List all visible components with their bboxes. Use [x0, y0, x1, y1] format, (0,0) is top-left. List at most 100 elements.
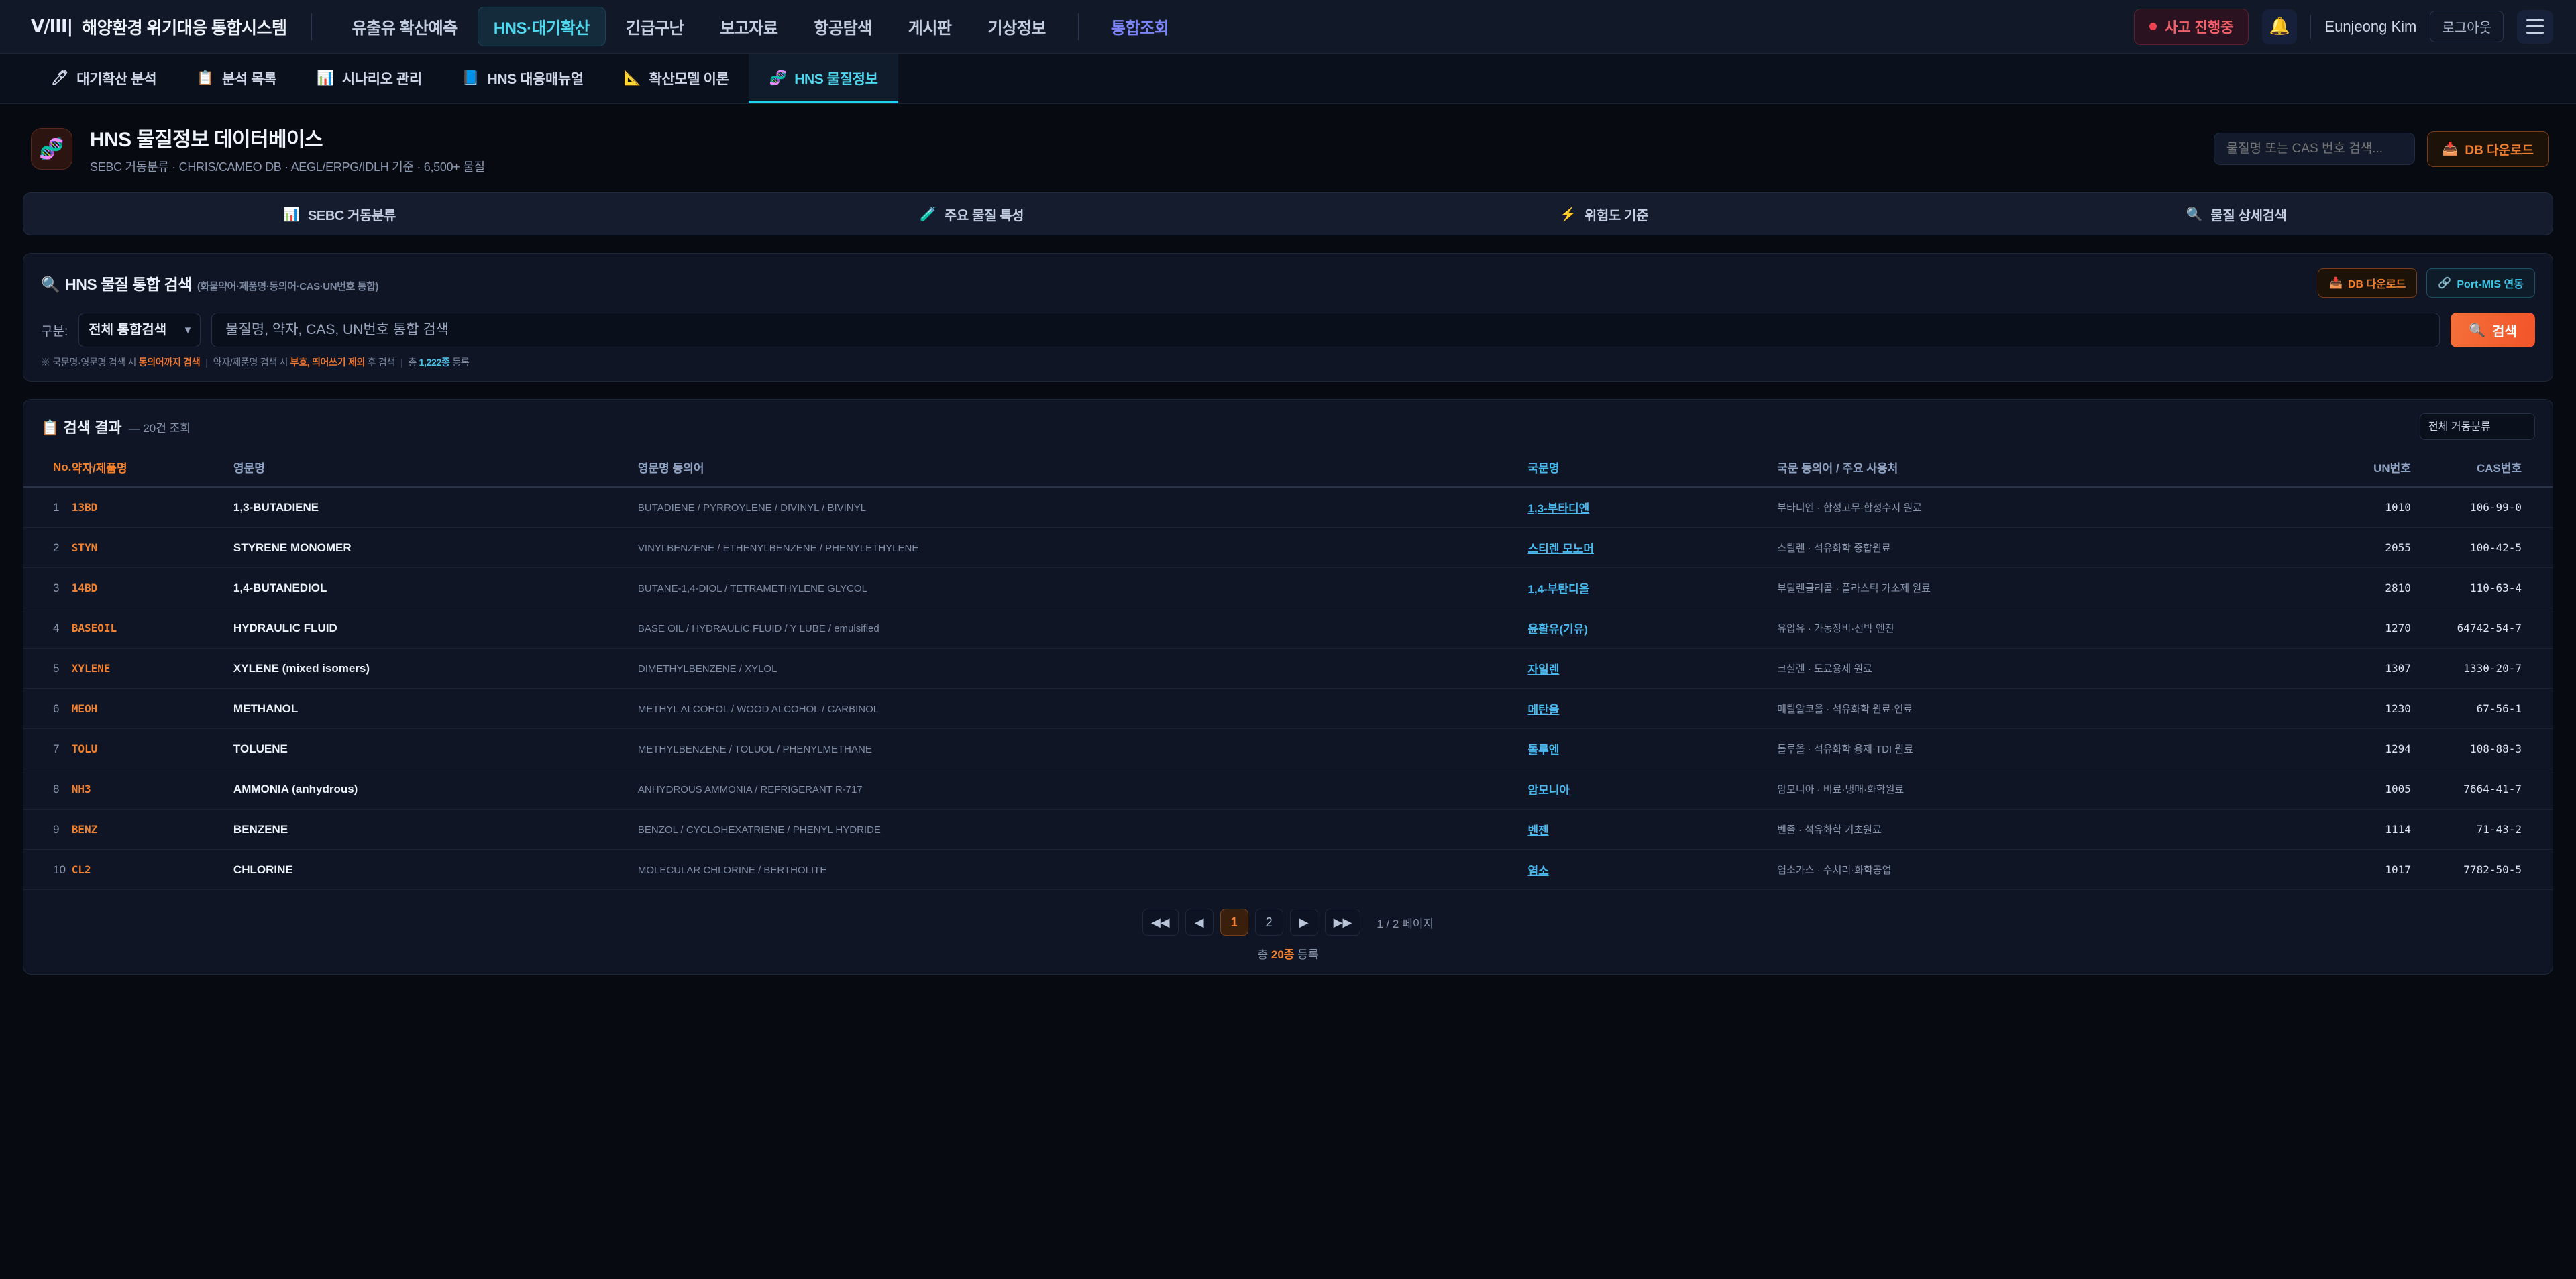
subtab-model-theory[interactable]: 📐 확산모델 이론 [604, 54, 749, 103]
nav-item-emergency-rescue[interactable]: 긴급구난 [625, 19, 684, 38]
pagination-last-button[interactable]: ▶▶ [1324, 909, 1361, 936]
col-abbr[interactable]: 약자/제품명 [71, 449, 233, 488]
cell-synonyms: BENZOL / CYCLOHEXATRIENE / PHENYL HYDRID… [637, 809, 1528, 850]
cell-korean[interactable]: 암모니아 [1527, 769, 1778, 810]
brand-title: 해양환경 위기대응 통합시스템 [82, 18, 287, 38]
cell-un-number: 1294 [2303, 728, 2411, 769]
table-row[interactable]: 3 14BD 1,4-BUTANEDIOL BUTANE-1,4-DIOL / TET… [23, 567, 2553, 608]
cell-abbr: STYN [71, 527, 233, 568]
col-english[interactable]: 영문명 [233, 449, 638, 488]
search-submit-button[interactable]: 🔍 검색 [2451, 313, 2535, 347]
col-korean[interactable]: 국문명 [1527, 449, 1778, 488]
brand-logo[interactable]: V/III| 해양환경 위기대응 통합시스템 [31, 15, 287, 39]
subtab-scenario-management[interactable]: 📊 시나리오 관리 [297, 54, 442, 103]
cell-korean[interactable]: 윤활유(기유) [1527, 608, 1778, 649]
cell-un-number: 1270 [2303, 608, 2411, 649]
subtab-label: HNS 물질정보 [794, 72, 878, 87]
sub-navigation-bar: 🖊 대기확산 분석 📋 분석 목록 📊 시나리오 관리 📘 HNS 대응매뉴얼 … [0, 54, 2576, 104]
cell-korean[interactable]: 1,4-부탄디올 [1527, 567, 1778, 608]
tab-sebc-classification[interactable]: 📊 SEBC 거동분류 [23, 193, 656, 235]
cell-abbr: BENZ [71, 809, 233, 850]
cell-no: 7 [23, 728, 72, 769]
cell-korean[interactable]: 1,3-부타디엔 [1527, 487, 1778, 528]
cell-synonyms: DIMETHYLBENZENE / XYLOL [637, 648, 1528, 689]
table-row[interactable]: 9 BENZ BENZENE BENZOL / CYCLOHEXATRIENE / P… [23, 809, 2553, 850]
cell-korean[interactable]: 톨루엔 [1527, 728, 1778, 769]
header-search-input[interactable] [2213, 133, 2415, 165]
triangle-ruler-icon: 📐 [623, 70, 641, 86]
username-label: Eunjeong Kim [2324, 17, 2417, 35]
cell-korean-synonyms: 부틸렌글리콜 · 플라스틱 가소제 원료 [1777, 567, 2304, 608]
subtab-dispersion-analysis[interactable]: 🖊 대기확산 분석 [31, 54, 176, 103]
nav-item-oil-spill[interactable]: 유출유 확산예측 [352, 19, 458, 38]
search-category-select[interactable]: 전체 통합검색 [78, 313, 201, 347]
hamburger-menu-icon[interactable] [2517, 9, 2553, 44]
main-search-input[interactable] [211, 313, 2440, 347]
hint-mid: 약자/제품명 검색 시 [213, 357, 290, 368]
table-row[interactable]: 2 STYN STYRENE MONOMER VINYLBENZENE / ETHEN… [23, 527, 2553, 568]
cell-no: 3 [23, 567, 72, 608]
portmis-label: Port-MIS 연동 [2457, 279, 2524, 290]
panel-db-download-button[interactable]: 📥 DB 다운로드 [2318, 268, 2418, 298]
nav-item-reports[interactable]: 보고자료 [720, 19, 778, 38]
cell-korean[interactable]: 벤젠 [1527, 809, 1778, 850]
cell-cas-number: 7782-50-5 [2410, 849, 2553, 890]
table-body: 1 13BD 1,3-BUTADIENE BUTADIENE / PYRROYLENE… [23, 487, 2553, 890]
pagination-prev-button[interactable]: ◀ [1185, 909, 1214, 936]
cell-synonyms: BUTANE-1,4-DIOL / TETRAMETHYLENE GLYCOL [637, 567, 1528, 608]
nav-item-weather[interactable]: 기상정보 [987, 19, 1046, 38]
nav-item-integrated-search[interactable]: 통합조회 [1110, 19, 1169, 38]
notification-bell-icon[interactable]: 🔔 [2262, 9, 2298, 44]
results-title-label: 검색 결과 [63, 419, 122, 436]
results-header: 📋 검색 결과 — 20건 조회 전체 거동분류 [23, 400, 2553, 449]
cell-english: STYRENE MONOMER [233, 527, 638, 568]
pagination-page-2[interactable]: 2 [1254, 909, 1283, 936]
cell-abbr: 14BD [71, 567, 233, 608]
cell-korean[interactable]: 자일렌 [1527, 648, 1778, 689]
nav-item-hns-dispersion[interactable]: HNS·대기확산 [477, 7, 606, 46]
col-cas-number[interactable]: CAS번호 [2410, 449, 2553, 488]
cell-korean[interactable]: 스티렌 모노머 [1527, 527, 1778, 568]
page-subtitle: SEBC 거동분류 · CHRIS/CAMEO DB · AEGL/ERPG/I… [90, 160, 485, 174]
book-icon: 📘 [462, 70, 480, 86]
hint-mid2: 후 검색 [365, 357, 396, 368]
hint-total-post: 등록 [449, 357, 470, 368]
pagination-first-button[interactable]: ◀◀ [1142, 909, 1179, 936]
col-un-number[interactable]: UN번호 [2303, 449, 2411, 488]
tab-risk-criteria[interactable]: ⚡ 위험도 기준 [1288, 193, 1921, 235]
total-count: 20종 [1271, 948, 1295, 961]
pagination-total: 총 20종 등록 [23, 936, 2553, 962]
cell-korean[interactable]: 염소 [1527, 849, 1778, 890]
table-row[interactable]: 7 TOLU TOLUENE METHYLBENZENE / TOLUOL / PHE… [23, 728, 2553, 769]
cell-english: METHANOL [233, 688, 638, 729]
logout-button[interactable]: 로그아웃 [2430, 11, 2504, 42]
hint-divider-2: | [400, 357, 403, 368]
table-row[interactable]: 1 13BD 1,3-BUTADIENE BUTADIENE / PYRROYLENE… [23, 487, 2553, 528]
table-row[interactable]: 10 CL2 CHLORINE MOLECULAR CHLORINE / BERTHO… [23, 849, 2553, 890]
col-no[interactable]: No. [23, 449, 72, 488]
results-filter-select[interactable]: 전체 거동분류 [2420, 413, 2535, 440]
col-korean-synonyms[interactable]: 국문 동의어 / 주요 사용처 [1777, 449, 2304, 488]
subtab-hns-manual[interactable]: 📘 HNS 대응매뉴얼 [442, 54, 604, 103]
table-row[interactable]: 5 XYLENE XYLENE (mixed isomers) DIMETHYLBEN… [23, 648, 2553, 689]
incident-status-badge[interactable]: 사고 진행중 [2133, 8, 2249, 45]
portmis-link-button[interactable]: 🔗 Port-MIS 연동 [2426, 268, 2535, 298]
table-row[interactable]: 8 NH3 AMMONIA (anhydrous) ANHYDROUS AMMONIA… [23, 769, 2553, 810]
cell-korean[interactable]: 메탄올 [1527, 688, 1778, 729]
subtab-analysis-list[interactable]: 📋 분석 목록 [176, 54, 297, 103]
bar-chart-icon: 📊 [317, 70, 334, 86]
db-download-button[interactable]: 📥 DB 다운로드 [2426, 131, 2549, 167]
nav-item-aerial-search[interactable]: 항공탐색 [814, 19, 872, 38]
subtab-hns-substance-info[interactable]: 🧬 HNS 물질정보 [749, 54, 898, 103]
tab-key-properties[interactable]: 🧪 주요 물질 특성 [656, 193, 1289, 235]
table-row[interactable]: 6 MEOH METHANOL METHYL ALCOHOL / WOOD ALCOH… [23, 688, 2553, 729]
col-synonyms[interactable]: 영문명 동의어 [637, 449, 1528, 488]
table-row[interactable]: 4 BASEOIL HYDRAULIC FLUID BASE OIL / HYDRAU… [23, 608, 2553, 649]
cell-synonyms: BUTADIENE / PYRROYLENE / DIVINYL / BIVIN… [637, 487, 1528, 528]
cell-cas-number: 64742-54-7 [2410, 608, 2553, 649]
nav-item-board[interactable]: 게시판 [908, 19, 952, 38]
cell-abbr: NH3 [71, 769, 233, 810]
pagination-next-button[interactable]: ▶ [1289, 909, 1318, 936]
tab-detailed-search[interactable]: 🔍 물질 상세검색 [1921, 193, 2553, 235]
pagination-page-1[interactable]: 1 [1220, 909, 1248, 936]
